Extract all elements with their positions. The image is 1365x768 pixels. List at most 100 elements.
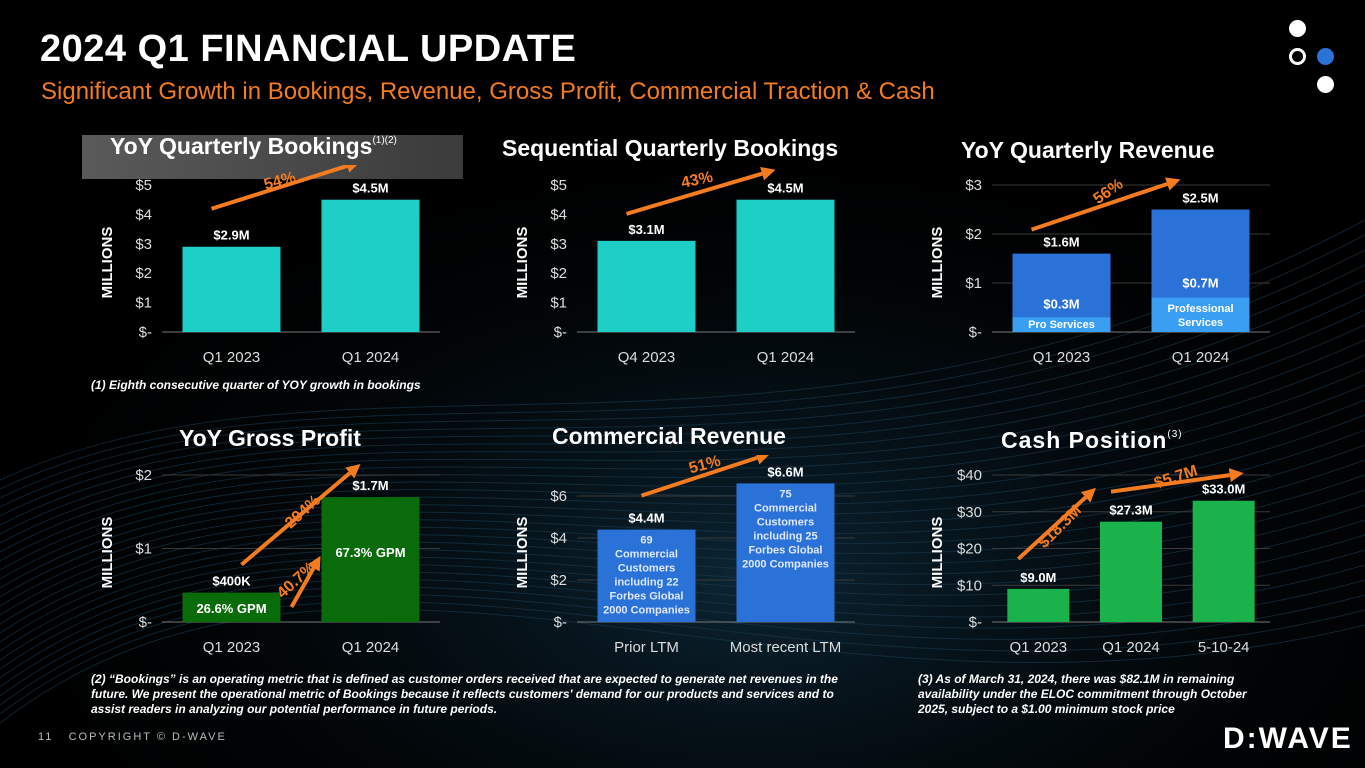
y-tick-label: $6	[550, 488, 567, 505]
y-tick-label: $30	[957, 504, 982, 521]
growth-arrow-head	[345, 463, 361, 479]
chart-gross-profit: MILLIONS $- $1 $2 Q1 2023 Q1 2024 $400K $1.7M 26…	[99, 463, 440, 656]
y-tick-label: $3	[135, 236, 152, 253]
growth-arrow	[1030, 182, 1168, 232]
y-tick-label: $-	[969, 614, 982, 631]
y-tick-label: $2	[550, 572, 567, 589]
growth-arrow	[240, 471, 352, 567]
bar-services	[1151, 297, 1250, 332]
growth-label-1: $18.3M	[1035, 502, 1085, 552]
segment-label: Pro Services	[1028, 319, 1095, 331]
data-label: $1.6M	[1043, 235, 1079, 250]
y-tick-label: $1	[135, 541, 152, 558]
customers-label: including 22	[614, 577, 678, 589]
y-tick-label: $4	[135, 206, 152, 223]
growth-arrow-2	[1110, 473, 1231, 494]
segment-label: Professional	[1167, 303, 1233, 315]
y-axis-label: MILLIONS	[99, 517, 116, 589]
services-label: $0.7M	[1182, 276, 1218, 291]
y-tick-label: $-	[554, 614, 567, 631]
y-tick-label: $-	[554, 324, 567, 341]
bar	[1007, 588, 1070, 622]
growth-label: 43%	[680, 169, 715, 192]
growth-arrow-head	[346, 165, 358, 173]
y-tick-label: $4	[550, 530, 567, 547]
y-tick-label: $4	[550, 206, 567, 223]
y-tick-label: $1	[135, 295, 152, 312]
dwave-logo: D:WAVE	[1223, 722, 1353, 755]
growth-label: 294%	[282, 492, 324, 532]
y-axis-label: MILLIONS	[99, 227, 116, 299]
chart-title-commercial-revenue: Commercial Revenue	[552, 423, 786, 449]
growth-arrow-head	[760, 166, 776, 181]
growth-arrow	[210, 165, 348, 211]
y-tick-label: $2	[135, 265, 152, 282]
data-label: $27.3M	[1109, 503, 1152, 518]
growth-arrow-head	[1164, 177, 1181, 191]
bar	[321, 497, 420, 622]
logo-dots-icon	[1285, 18, 1345, 98]
y-tick-label: $5	[135, 177, 152, 194]
bar	[182, 246, 281, 332]
gpm-label: 26.6% GPM	[196, 601, 266, 616]
x-tick-label: Q1 2023	[1010, 639, 1068, 656]
growth-arrow	[640, 455, 758, 498]
x-tick-label: Prior LTM	[614, 639, 679, 656]
page-title: 2024 Q1 FINANCIAL UPDATE	[40, 28, 577, 70]
bar	[736, 483, 835, 622]
data-label: $4.5M	[767, 181, 803, 196]
bar	[182, 592, 281, 622]
chart-yoy-revenue: MILLIONS $- $1 $2 $3 Q1 2023 Q1 2024 $1.6M $0.3M…	[929, 176, 1270, 366]
page-subtitle: Significant Growth in Bookings, Revenue,…	[41, 78, 935, 105]
footnote-3: (3) As of March 31, 2024, there was $82.…	[918, 672, 1247, 716]
bar	[736, 199, 835, 332]
y-axis-label: MILLIONS	[514, 227, 531, 299]
y-tick-label: $5	[550, 177, 567, 194]
copyright: 11 COPYRIGHT © D-WAVE	[38, 731, 227, 743]
growth-label-2: $5.7M	[1152, 462, 1200, 492]
x-tick-label: Q1 2023	[203, 349, 261, 366]
growth-label: 54%	[262, 169, 297, 194]
y-tick-label: $-	[139, 324, 152, 341]
customers-label: 2000 Companies	[603, 605, 690, 617]
x-tick-label: Q4 2023	[618, 349, 676, 366]
bookings-title-banner	[82, 135, 463, 179]
bar	[1100, 521, 1162, 622]
x-tick-label: Most recent LTM	[730, 639, 841, 656]
y-tick-label: $-	[139, 614, 152, 631]
gpm-arrow-head	[307, 555, 321, 572]
chart-commercial-revenue: MILLIONS $- $2 $4 $6 Prior LTM Most recent LTM…	[514, 455, 855, 656]
y-tick-label: $3	[965, 177, 982, 194]
chart-seq-bookings: MILLIONS $- $1 $2 $3 $4 $5 Q4 2023 Q1 2024 $3.1M $…	[514, 166, 855, 366]
x-tick-label: Q1 2024	[342, 639, 400, 656]
chart-title-yoy-bookings: YoY Quarterly Bookings(1)(2)	[110, 133, 397, 159]
y-tick-label: $10	[957, 577, 982, 594]
chart-title-yoy-revenue: YoY Quarterly Revenue	[961, 137, 1215, 163]
chart-cash-position: MILLIONS $- $10 $20 $30 $40 Q1 2023 Q1 2024 5-10…	[929, 462, 1270, 656]
services-label: $0.3M	[1043, 296, 1079, 311]
x-tick-label: Q1 2024	[1172, 349, 1230, 366]
chart-title-gross-profit: YoY Gross Profit	[179, 425, 361, 451]
y-tick-label: $40	[957, 467, 982, 484]
gpm-label: 67.3% GPM	[335, 545, 405, 560]
segment-label: Services	[1178, 317, 1223, 329]
bar	[1192, 500, 1255, 622]
bar	[597, 240, 696, 332]
data-label: $4.5M	[352, 181, 388, 196]
chart-title-seq-bookings: Sequential Quarterly Bookings	[502, 135, 839, 161]
customers-label: Commercial	[754, 502, 817, 514]
growth-arrow-1	[1016, 495, 1088, 561]
data-label: $9.0M	[1020, 570, 1056, 585]
customers-label: 75	[779, 488, 791, 500]
x-tick-label: Q1 2024	[757, 349, 815, 366]
y-tick-label: $1	[965, 275, 982, 292]
growth-arrow-1-head	[1080, 487, 1096, 503]
y-axis-label: MILLIONS	[929, 227, 946, 299]
y-axis-label: MILLIONS	[929, 517, 946, 589]
chart-title-cash-position: Cash Position(3)	[1001, 427, 1183, 453]
customers-label: Customers	[618, 563, 675, 575]
y-tick-label: $-	[969, 324, 982, 341]
page-number: 11	[38, 731, 54, 743]
y-tick-label: $20	[957, 541, 982, 558]
x-tick-label: Q1 2023	[203, 639, 261, 656]
